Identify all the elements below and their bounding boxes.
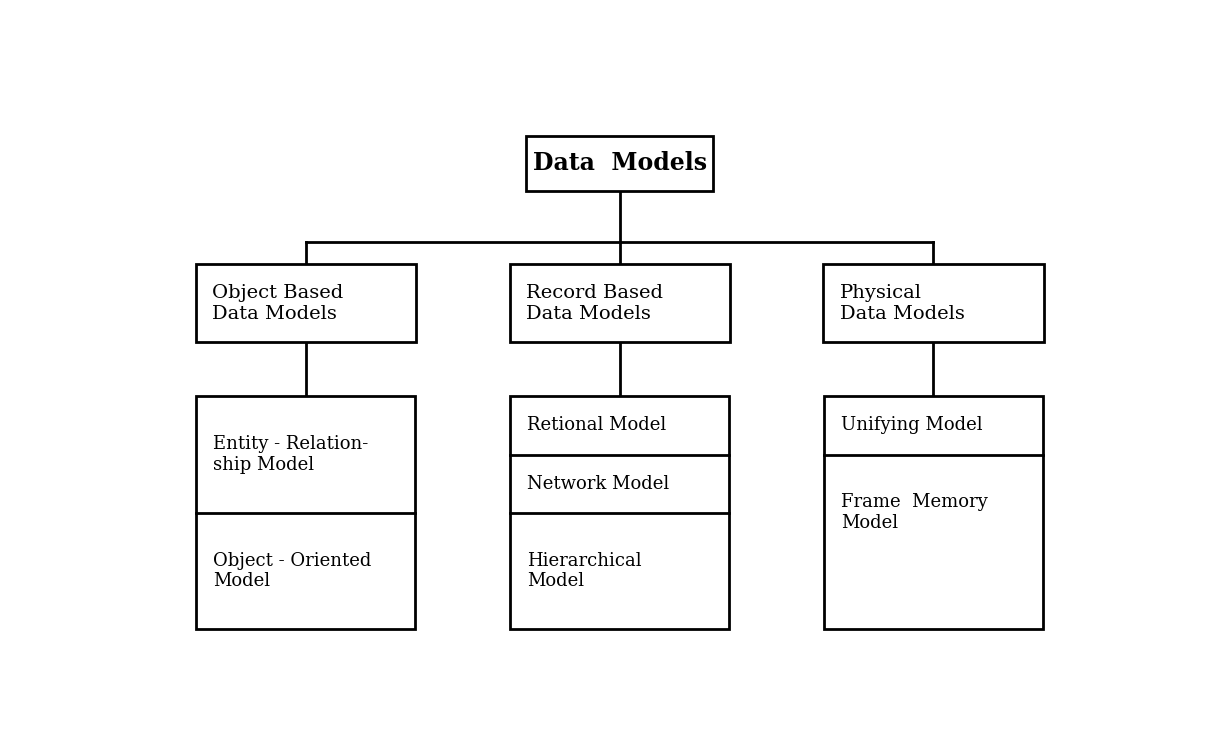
FancyBboxPatch shape [823, 396, 1043, 629]
Text: Frame  Memory
Model: Frame Memory Model [840, 494, 988, 532]
FancyBboxPatch shape [196, 396, 416, 629]
Text: Physical
Data Models: Physical Data Models [840, 284, 965, 323]
Text: Unifying Model: Unifying Model [840, 417, 983, 435]
Text: Record Based
Data Models: Record Based Data Models [526, 284, 664, 323]
FancyBboxPatch shape [526, 136, 713, 191]
FancyBboxPatch shape [510, 396, 729, 629]
Text: Data  Models: Data Models [532, 151, 707, 175]
Text: Retional Model: Retional Model [527, 417, 666, 435]
FancyBboxPatch shape [196, 264, 416, 342]
Text: Network Model: Network Model [527, 475, 669, 493]
Text: Entity - Relation-
ship Model: Entity - Relation- ship Model [213, 435, 369, 474]
Text: Object Based
Data Models: Object Based Data Models [213, 284, 343, 323]
Text: Hierarchical
Model: Hierarchical Model [527, 552, 642, 590]
FancyBboxPatch shape [823, 264, 1043, 342]
Text: Object - Oriented
Model: Object - Oriented Model [213, 552, 371, 590]
FancyBboxPatch shape [509, 264, 730, 342]
